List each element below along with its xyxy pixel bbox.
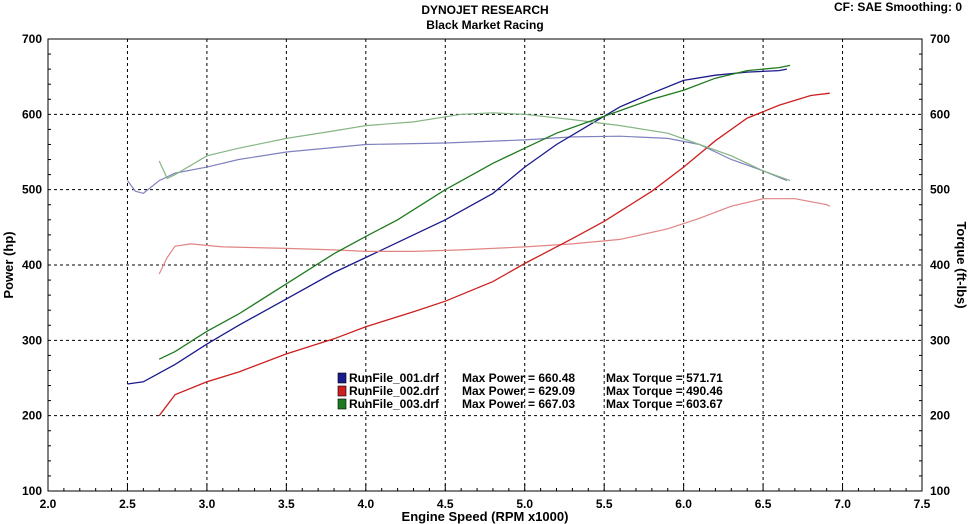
series-2-torque-line <box>158 198 831 275</box>
y-right-tick-label: 300 <box>930 333 950 347</box>
legend-max-torque-1: Max Torque = 571.71 <box>606 371 723 385</box>
legend-max-power-2: Max Power = 629.09 <box>462 384 575 398</box>
y-right-tick-label: 500 <box>930 183 950 197</box>
x-axis-label: Engine Speed (RPM x1000) <box>402 509 569 524</box>
x-tick-label: 3.5 <box>278 497 295 511</box>
x-tick-label: 2.0 <box>40 497 57 511</box>
y-right-tick-label: 200 <box>930 409 950 423</box>
x-tick-label: 3.0 <box>199 497 216 511</box>
y-left-tick-label: 500 <box>22 183 42 197</box>
y-axis-left-label: Power (hp) <box>1 231 16 298</box>
series-2-power-line <box>158 92 830 417</box>
series-3-torque-line <box>158 112 791 182</box>
legend-swatch-2 <box>337 385 347 397</box>
series-1-torque-line <box>127 135 788 195</box>
y-right-tick-label: 600 <box>930 107 950 121</box>
legend: RunFile_001.drf Max Power = 660.48 Max Tor… <box>337 371 723 411</box>
plot-frame <box>47 38 923 492</box>
legend-max-torque-3: Max Torque = 603.67 <box>606 397 723 411</box>
series-3-power-line <box>158 64 791 360</box>
series-layer <box>127 64 831 417</box>
correction-factor-info: CF: SAE Smoothing: 0 <box>834 0 962 14</box>
chart-title: DYNOJET RESEARCH <box>421 3 549 17</box>
x-tick-label: 7.0 <box>834 497 851 511</box>
legend-name-3: RunFile_003.drf <box>349 397 440 411</box>
y-left-tick-label: 200 <box>22 409 42 423</box>
y-left-tick-label: 600 <box>22 107 42 121</box>
x-tick-label: 7.5 <box>914 497 931 511</box>
x-tick-label: 5.5 <box>596 497 613 511</box>
legend-max-power-3: Max Power = 667.03 <box>462 397 575 411</box>
x-tick-label: 2.5 <box>119 497 136 511</box>
chart-subtitle: Black Market Racing <box>426 18 544 32</box>
y-left-tick-label: 400 <box>22 258 42 272</box>
grid-layer <box>48 39 922 491</box>
legend-max-torque-2: Max Torque = 490.46 <box>606 384 723 398</box>
x-tick-label: 6.0 <box>675 497 692 511</box>
legend-swatch-1 <box>337 372 347 384</box>
x-tick-label: 4.0 <box>357 497 374 511</box>
y-left-tick-label: 700 <box>22 32 42 46</box>
y-right-tick-label: 100 <box>930 484 950 498</box>
y-left-tick-label: 300 <box>22 333 42 347</box>
y-right-tick-label: 700 <box>930 32 950 46</box>
y-axis-right-label: Torque (ft-lbs) <box>954 221 969 308</box>
y-right-tick-label: 400 <box>930 258 950 272</box>
legend-swatch-3 <box>337 398 347 410</box>
x-tick-label: 4.5 <box>437 497 454 511</box>
legend-max-power-1: Max Power = 660.48 <box>462 371 575 385</box>
y-left-tick-label: 100 <box>22 484 42 498</box>
x-tick-label: 6.5 <box>755 497 772 511</box>
legend-name-1: RunFile_001.drf <box>349 371 440 385</box>
legend-name-2: RunFile_002.drf <box>349 384 440 398</box>
series-1-power-line <box>127 68 788 385</box>
x-tick-label: 5.0 <box>516 497 533 511</box>
